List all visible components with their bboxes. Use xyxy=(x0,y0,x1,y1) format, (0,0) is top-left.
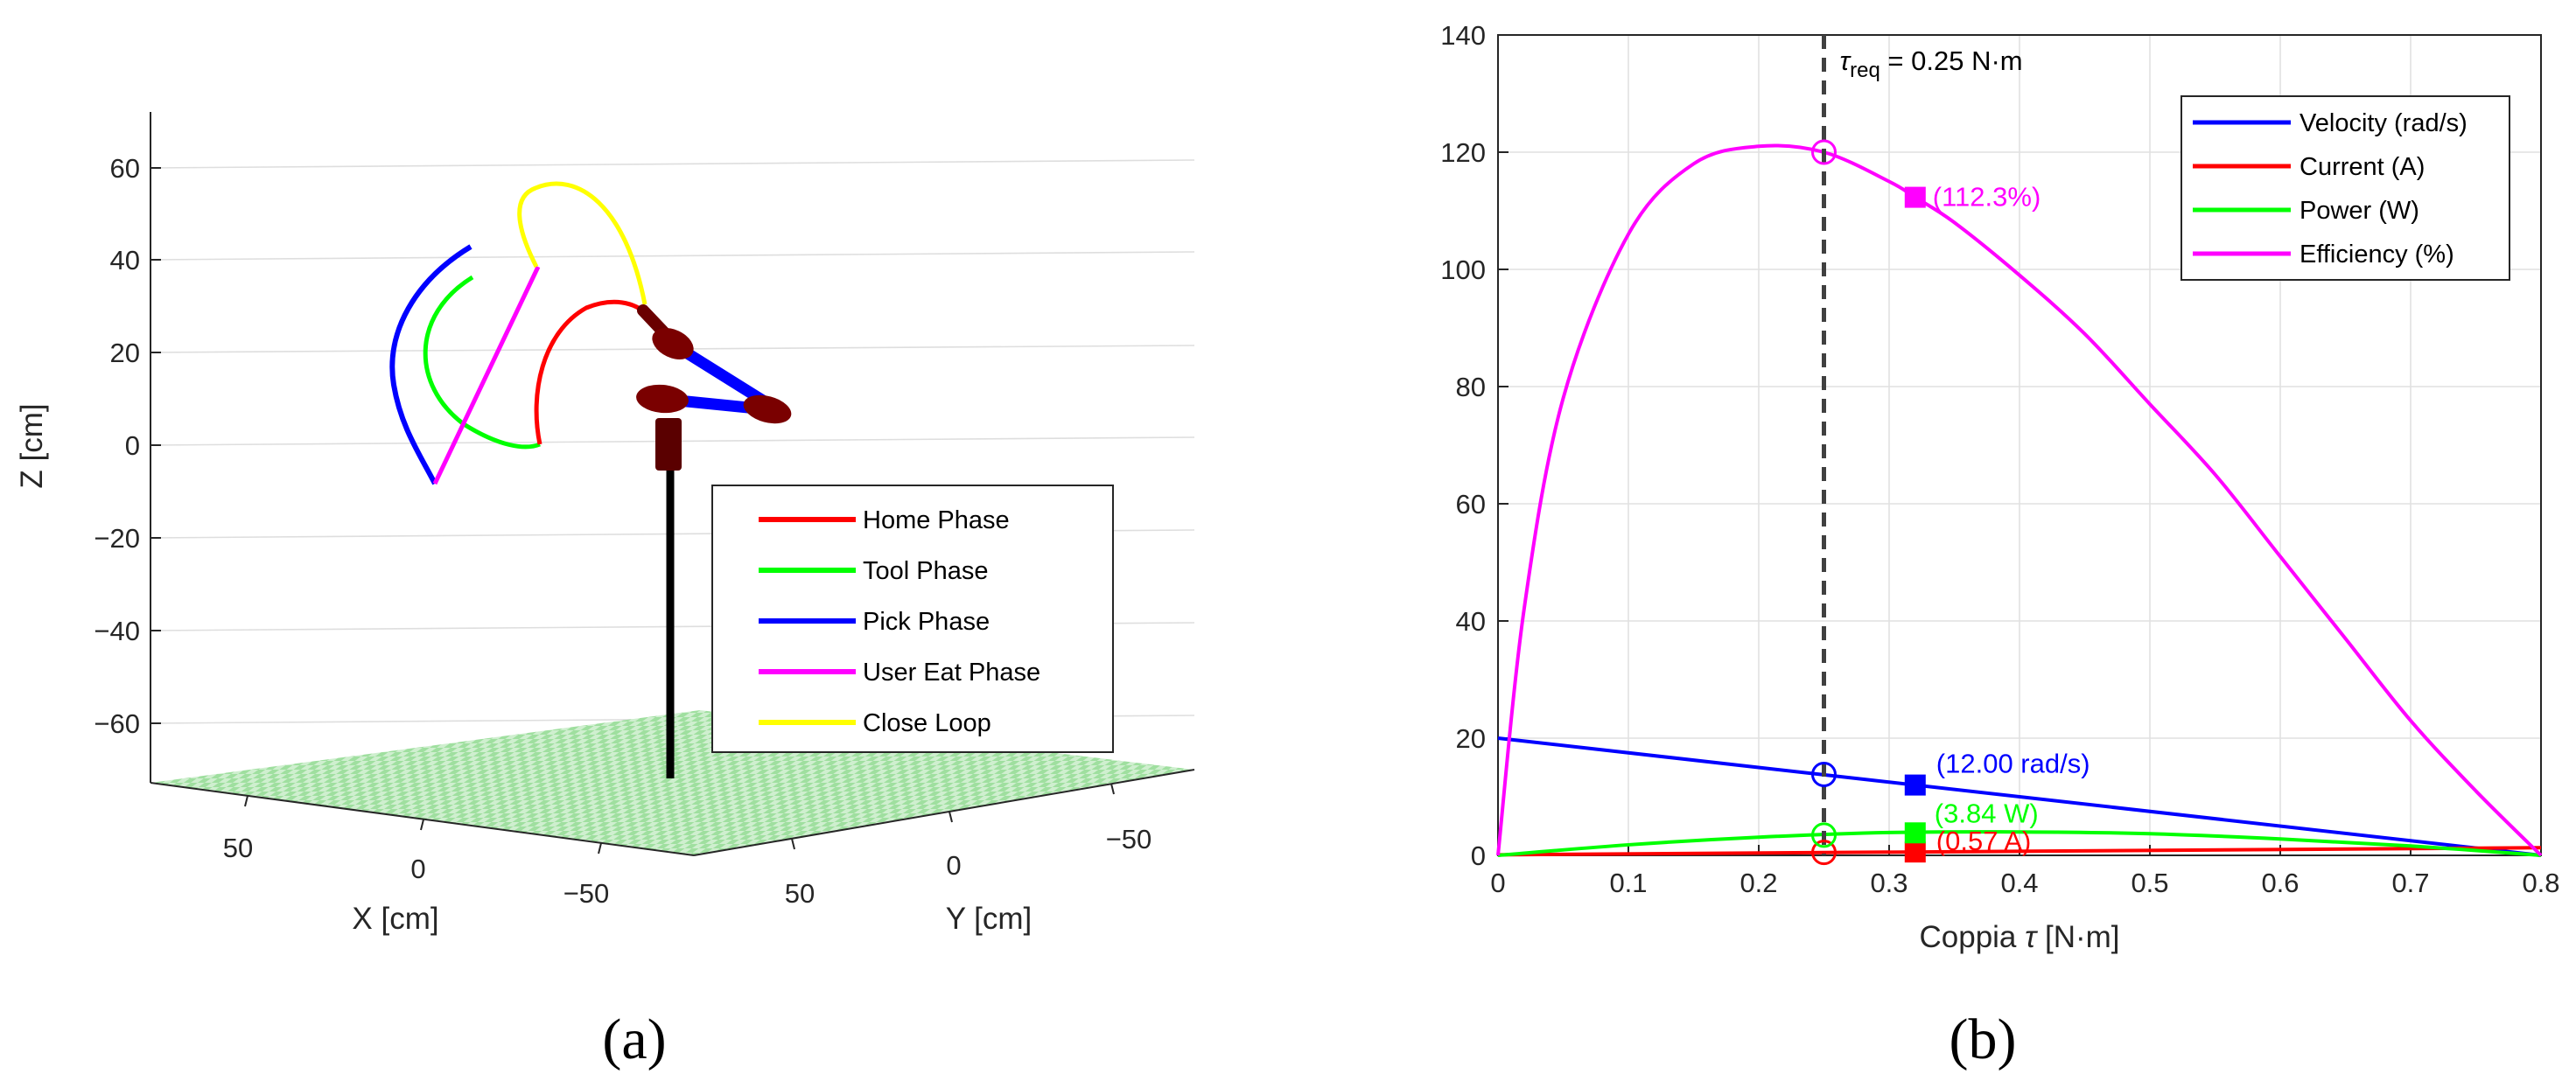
y-tick-label: 140 xyxy=(1440,20,1486,51)
legend-item: Tool Phase xyxy=(759,557,989,585)
req-point-marker xyxy=(1811,840,1837,866)
svg-text:Pick Phase: Pick Phase xyxy=(863,608,990,636)
legend-box-b xyxy=(2180,95,2510,281)
legend-b: Velocity (rad/s) Current (A) Power (W) E… xyxy=(2180,95,2510,281)
x-axis-label: X [cm] xyxy=(352,902,438,936)
data-label-current: (0.57 A) xyxy=(1936,826,2032,856)
series-line-user-eat-phase xyxy=(432,265,541,485)
z-tick-label: −40 xyxy=(94,616,140,646)
x-tick-label: 0.1 xyxy=(1609,868,1647,898)
x-tick-label: 0 xyxy=(410,854,425,884)
panel-label-b: (b) xyxy=(1950,1008,2017,1071)
x-tick-label: 0.6 xyxy=(2261,868,2299,898)
series-line-velocity xyxy=(1497,736,2542,857)
svg-text:Velocity (rad/s): Velocity (rad/s) xyxy=(2300,109,2468,137)
svg-text:Current (A): Current (A) xyxy=(2300,153,2425,181)
x-axis-label-b: Coppia τ [N·m] xyxy=(1919,920,2119,954)
x-tick-label: 0.2 xyxy=(1740,868,1777,898)
series-line-home-phase xyxy=(534,299,649,445)
panel-a-3d-plot: 60 40 20 0 −20 −40 −60 Z [cm] xyxy=(15,112,1195,1071)
x-tick-label: 0.8 xyxy=(2522,868,2559,898)
z-tick-label: −20 xyxy=(94,523,140,554)
legend-item: Efficiency (%) xyxy=(2193,241,2454,269)
req-point-marker xyxy=(1811,139,1837,165)
y-tick-label: −50 xyxy=(1106,824,1152,854)
y-tick-label: 80 xyxy=(1456,372,1486,402)
svg-text:User Eat Phase: User Eat Phase xyxy=(863,659,1040,687)
y-tick-label: 100 xyxy=(1440,255,1486,285)
tau-req-label: τreq = 0.25 N·m xyxy=(1840,45,2023,82)
data-label-power: (3.84 W) xyxy=(1935,798,2039,828)
series-line-efficiency xyxy=(1496,143,2543,857)
panel-b-chart: 0 0.1 0.2 0.3 0.4 0.5 0.6 0.7 0.8 0 20 40 60 80 100 12… xyxy=(1440,20,2559,1071)
robot-arm xyxy=(636,304,792,471)
y-tick-label: 40 xyxy=(1456,606,1486,637)
x-axis-line xyxy=(150,782,695,856)
x-tick-label: 0.5 xyxy=(2131,868,2168,898)
z-tick-label: 20 xyxy=(110,338,140,368)
z-tick-labels: 60 40 20 0 −20 −40 −60 xyxy=(94,153,140,739)
x-tick-label: 0 xyxy=(1490,868,1505,898)
legend-item: Pick Phase xyxy=(759,608,990,636)
x-tick-labels-b: 0 0.1 0.2 0.3 0.4 0.5 0.6 0.7 0.8 xyxy=(1490,868,2559,898)
series-line-current xyxy=(1497,846,2542,857)
z-tick-label: 60 xyxy=(110,153,140,184)
x-tick-label: 50 xyxy=(223,833,253,863)
x-tick-labels: 50 0 −50 xyxy=(223,833,610,909)
series-line-power xyxy=(1497,830,2542,857)
svg-text:Home Phase: Home Phase xyxy=(863,506,1010,534)
series-line-pick-phase xyxy=(389,244,472,485)
x-tick-label: −50 xyxy=(564,878,610,909)
y-tick-label: 20 xyxy=(1456,723,1486,754)
svg-text:Close Loop: Close Loop xyxy=(863,709,991,737)
operating-point-marker xyxy=(1904,841,1926,863)
operating-point-marker xyxy=(1904,186,1926,208)
z-axis-ticks xyxy=(150,167,161,724)
z-tick-label: 40 xyxy=(110,245,140,275)
z-tick-label: −60 xyxy=(94,708,140,739)
svg-text:Efficiency (%): Efficiency (%) xyxy=(2300,241,2454,269)
series-lines-b xyxy=(1496,143,2543,857)
y-tick-label: 50 xyxy=(785,878,815,909)
x-tick-label: 0.3 xyxy=(1870,868,1908,898)
data-label-velocity: (12.00 rad/s) xyxy=(1936,749,2090,779)
legend-item: User Eat Phase xyxy=(759,659,1040,687)
legend-item: Home Phase xyxy=(759,506,1010,534)
data-labels-b: (12.00 rad/s) (0.57 A) (3.84 W) (112.3%) xyxy=(1933,182,2090,857)
z-gridline-40 xyxy=(150,251,1195,261)
series-line-close-loop xyxy=(517,181,648,305)
legend-item: Velocity (rad/s) xyxy=(2193,109,2468,137)
y-tick-labels: 50 0 −50 xyxy=(785,824,1152,909)
legend-item: Current (A) xyxy=(2193,153,2425,181)
legend-item: Power (W) xyxy=(2193,197,2419,225)
data-label-efficiency: (112.3%) xyxy=(1933,182,2041,213)
y-tick-labels-b: 0 20 40 60 80 100 120 140 xyxy=(1440,20,1486,871)
panel-label-a: (a) xyxy=(602,1008,666,1071)
y-tick-label: 0 xyxy=(1471,840,1486,871)
z-tick-label: 0 xyxy=(125,430,140,461)
series-markers-b xyxy=(1811,139,1926,866)
y-tick-label: 60 xyxy=(1456,489,1486,520)
y-tick-label: 120 xyxy=(1440,137,1486,168)
req-point-marker xyxy=(1811,762,1837,788)
legend-a: Home Phase Tool Phase Pick Phase User Ea… xyxy=(711,485,1114,753)
svg-text:Tool Phase: Tool Phase xyxy=(863,557,989,585)
series-line-tool-phase xyxy=(423,275,541,450)
req-point-marker xyxy=(1811,822,1837,848)
operating-point-marker xyxy=(1904,774,1926,796)
legend-item: Close Loop xyxy=(759,709,991,737)
y-axis-label: Y [cm] xyxy=(946,902,1032,936)
y-tick-label: 0 xyxy=(946,850,961,881)
z-gridline-60 xyxy=(150,159,1195,169)
x-tick-label: 0.4 xyxy=(2000,868,2038,898)
operating-point-marker xyxy=(1904,822,1926,844)
x-tick-label: 0.7 xyxy=(2391,868,2429,898)
xy-axis-ticks xyxy=(244,783,1115,854)
svg-text:Power (W): Power (W) xyxy=(2300,197,2419,225)
z-axis-label: Z [cm] xyxy=(15,403,49,488)
